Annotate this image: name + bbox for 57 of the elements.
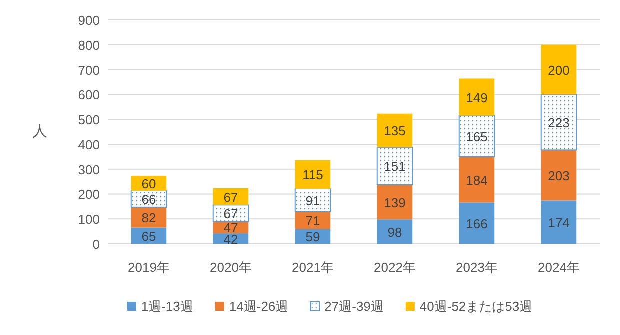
data-label: 151 <box>384 159 406 174</box>
bar <box>295 160 331 189</box>
data-label: 174 <box>548 215 570 230</box>
legend-label: 27週-39週 <box>324 299 384 314</box>
x-tick-label: 2021年 <box>292 260 334 275</box>
y-tick-label: 100 <box>78 212 100 228</box>
y-tick-label: 300 <box>78 162 100 178</box>
bar <box>541 150 577 201</box>
bar <box>459 78 495 116</box>
y-tick-label: 500 <box>78 112 100 128</box>
bar <box>541 200 577 244</box>
bar <box>377 220 413 244</box>
bar <box>377 114 413 148</box>
data-label: 66 <box>142 192 156 208</box>
bar <box>458 115 496 158</box>
x-tick-label: 2024年 <box>538 260 580 275</box>
y-tick-label: 900 <box>78 13 100 28</box>
y-tick-label: 700 <box>78 62 100 78</box>
y-tick-label: 800 <box>78 38 100 53</box>
data-label: 184 <box>466 172 488 188</box>
y-tick-label: 0 <box>92 237 100 252</box>
data-label: 67 <box>224 206 238 222</box>
data-label: 139 <box>384 195 406 210</box>
legend-label: 40週-52または53週 <box>420 299 533 314</box>
y-axis-title: 人 <box>32 123 48 140</box>
data-label: 166 <box>466 216 488 232</box>
bar <box>376 146 414 186</box>
data-label: 59 <box>306 230 320 245</box>
data-label: 165 <box>466 129 488 144</box>
x-tick-label: 2023年 <box>456 260 498 275</box>
data-label: 223 <box>548 115 570 130</box>
bar <box>541 44 577 95</box>
data-label: 91 <box>306 193 320 208</box>
x-tick-label: 2019年 <box>128 260 170 275</box>
data-label: 203 <box>548 168 570 184</box>
bar <box>459 156 495 203</box>
y-tick-label: 400 <box>78 137 100 152</box>
data-label: 200 <box>548 62 570 78</box>
data-label: 65 <box>142 228 156 244</box>
data-label: 98 <box>388 224 402 240</box>
bar <box>294 188 332 212</box>
data-label: 149 <box>466 90 488 106</box>
bar <box>295 212 331 230</box>
data-label: 60 <box>142 176 156 192</box>
data-label: 115 <box>302 168 324 183</box>
legend-label: 1週-13週 <box>141 299 194 314</box>
y-tick-label: 600 <box>78 88 100 103</box>
data-label: 67 <box>224 190 238 205</box>
data-label: 135 <box>384 124 406 139</box>
legend-label: 14週-26週 <box>229 299 289 314</box>
y-tick-label: 200 <box>78 187 100 202</box>
data-label: 82 <box>142 210 156 226</box>
bar <box>459 202 495 244</box>
x-tick-label: 2022年 <box>374 260 416 275</box>
bar <box>540 94 578 151</box>
data-label: 71 <box>306 213 320 228</box>
x-tick-label: 2020年 <box>210 260 252 275</box>
